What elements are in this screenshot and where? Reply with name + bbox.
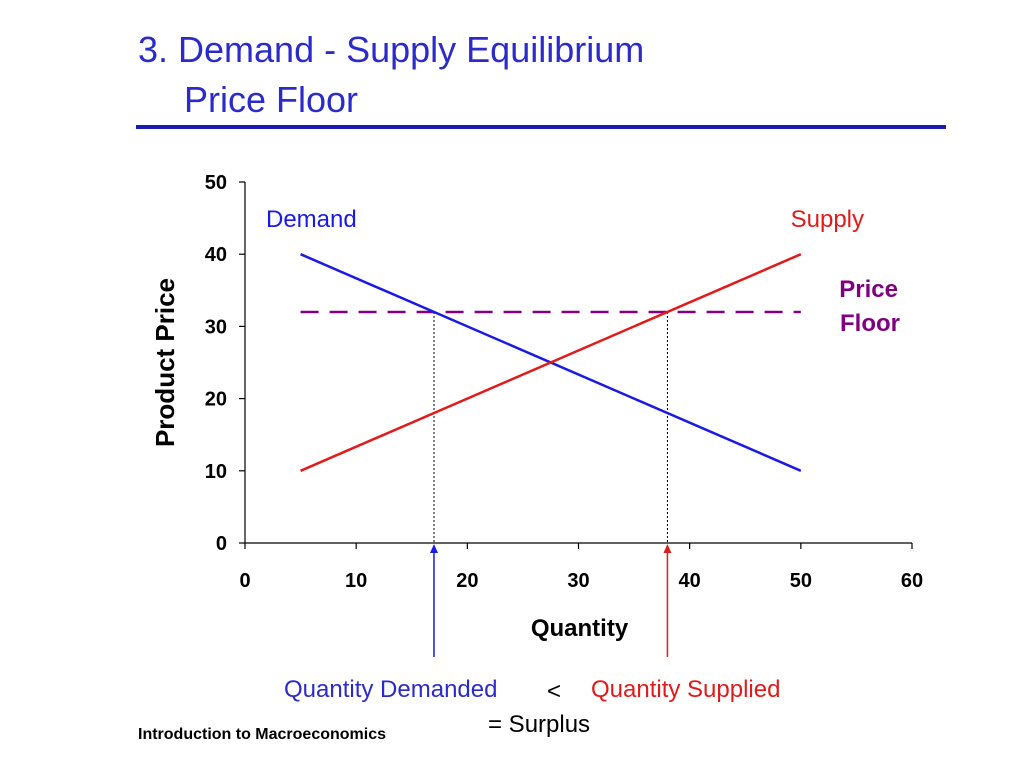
y-tick-label: 40 (205, 244, 227, 266)
quantity-supplied-arrowhead (663, 544, 672, 553)
supply-line (300, 253, 802, 472)
chart-axes (244, 182, 912, 544)
price-floor-label-line2: Floor (840, 310, 900, 337)
y-tick-label: 10 (205, 461, 227, 483)
slide-title: 3. Demand - Supply Equilibrium (138, 29, 645, 70)
x-tick-label: 0 (239, 570, 250, 592)
footer-text: Introduction to Macroeconomics (138, 726, 387, 743)
y-tick-label: 20 (205, 389, 227, 411)
x-tick-label: 20 (456, 570, 478, 592)
slide-subtitle: Price Floor (184, 79, 359, 120)
x-tick-label: 10 (345, 570, 367, 592)
quantity-demanded-arrowhead (429, 544, 438, 553)
demand-label: Demand (266, 206, 357, 233)
x-tick-label: 50 (790, 570, 812, 592)
x-tick-label: 60 (901, 570, 923, 592)
chart-labels: Quantity Product Price Demand Supply Price Fl… (150, 206, 900, 642)
less-than-sign: < (547, 678, 562, 705)
x-tick-label: 40 (679, 570, 701, 592)
y-tick-label: 0 (216, 533, 227, 555)
supply-label: Supply (791, 206, 864, 233)
x-tick-label: 30 (567, 570, 589, 592)
price-floor-label-line1: Price (839, 276, 898, 303)
chart-ticks: 0 10 20 30 40 50 0 10 20 30 40 50 60 (205, 172, 923, 592)
quantity-demanded-label: Quantity Demanded (284, 676, 498, 703)
title-divider (136, 125, 946, 129)
x-axis-title: Quantity (531, 615, 629, 642)
y-axis-title: Product Price (150, 278, 180, 447)
surplus-label: = Surplus (488, 711, 591, 738)
quantity-supplied-label: Quantity Supplied (591, 676, 781, 703)
y-tick-label: 30 (205, 316, 227, 338)
chart-marks (300, 253, 802, 657)
y-tick-label: 50 (205, 172, 227, 194)
